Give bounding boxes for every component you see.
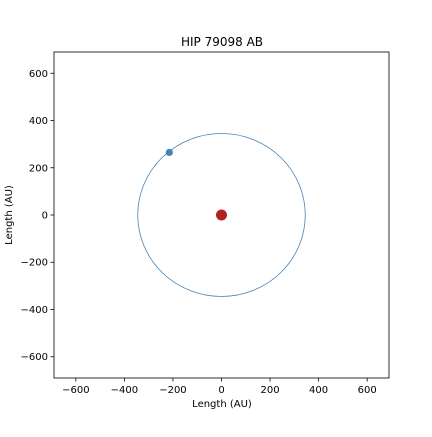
points-layer [165,148,227,221]
primary-star-point [216,209,227,221]
companion-star-point [165,148,173,156]
x-tick-label: 200 [261,385,280,396]
orbit-layer [137,133,306,297]
x-axis-ticks: −600 −400 −200 0 200 400 600 [62,378,377,396]
orbit-path [137,133,306,297]
x-tick-label: −200 [159,385,186,396]
y-tick-label: 0 [42,211,48,222]
y-axis-label: Length (AU) [4,185,15,245]
x-tick-label: 600 [358,385,377,396]
y-tick-label: 600 [29,69,48,80]
y-axis-ticks: −600 −400 −200 0 200 400 600 [21,69,54,363]
x-axis-label: Length (AU) [192,399,252,410]
x-tick-label: 0 [218,385,224,396]
y-tick-label: −600 [21,352,48,363]
x-tick-label: −400 [111,385,138,396]
y-tick-label: 400 [29,116,48,127]
x-tick-label: −600 [62,385,89,396]
y-tick-label: −200 [21,258,48,269]
y-tick-label: 200 [29,163,48,174]
chart-title: HIP 79098 AB [181,35,263,49]
y-tick-label: −400 [21,305,48,316]
x-tick-label: 400 [309,385,328,396]
